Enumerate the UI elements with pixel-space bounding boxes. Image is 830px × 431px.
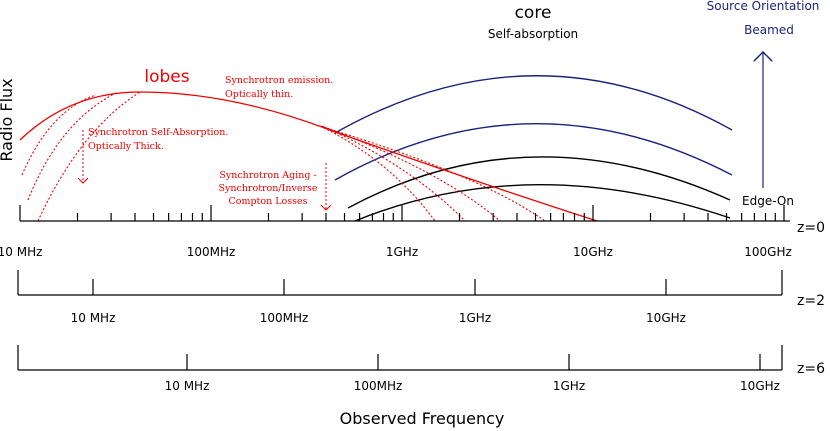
axis-z-label: z=0 xyxy=(797,220,825,236)
annotation: Synchrotron emission. xyxy=(225,75,333,86)
beamed-label: Beamed xyxy=(744,23,794,37)
tick-label: 100MHz xyxy=(260,311,309,325)
tick-label: 1GHz xyxy=(386,245,418,259)
annotation: Optically Thick. xyxy=(88,141,164,152)
tick-label: 10 MHz xyxy=(0,245,42,259)
lobes-label: lobes xyxy=(144,67,189,87)
tick-label: 10GHz xyxy=(740,379,780,393)
tick-label: 100MHz xyxy=(187,245,236,259)
tick-label: 100GHz xyxy=(744,245,792,259)
tick-label: 1GHz xyxy=(459,311,491,325)
curves xyxy=(19,52,763,222)
y-axis-label: Radio Flux xyxy=(0,78,16,161)
axis-z-label: z=6 xyxy=(797,361,825,377)
edge-on-label: Edge-On xyxy=(742,194,794,208)
tick-label: 1GHz xyxy=(553,379,585,393)
tick-label: 10 MHz xyxy=(71,311,116,325)
annotation: Synchrotron/Inverse xyxy=(219,183,318,194)
tick-label: 100MHz xyxy=(354,379,403,393)
x-axis-label: Observed Frequency xyxy=(340,409,505,428)
tick-label: 10 MHz xyxy=(165,379,210,393)
annotation: Synchrotron Self-Absorption. xyxy=(88,127,228,138)
core-sublabel: Self-absorption xyxy=(488,27,578,41)
tick-label: 10GHz xyxy=(573,245,613,259)
axis-z-label: z=2 xyxy=(797,293,825,309)
orientation-label: Source Orientation xyxy=(707,0,820,13)
axes: z=0 10 MHz 100MHz 1GHz 10GHz 100GHz z=2 10 MHz 1… xyxy=(0,205,825,393)
annotation: Optically thin. xyxy=(225,89,293,100)
tick-label: 10GHz xyxy=(646,311,686,325)
annotation: Compton Losses xyxy=(228,196,307,207)
annotation: Synchrotron Aging - xyxy=(219,170,316,181)
core-label: core xyxy=(515,3,552,23)
